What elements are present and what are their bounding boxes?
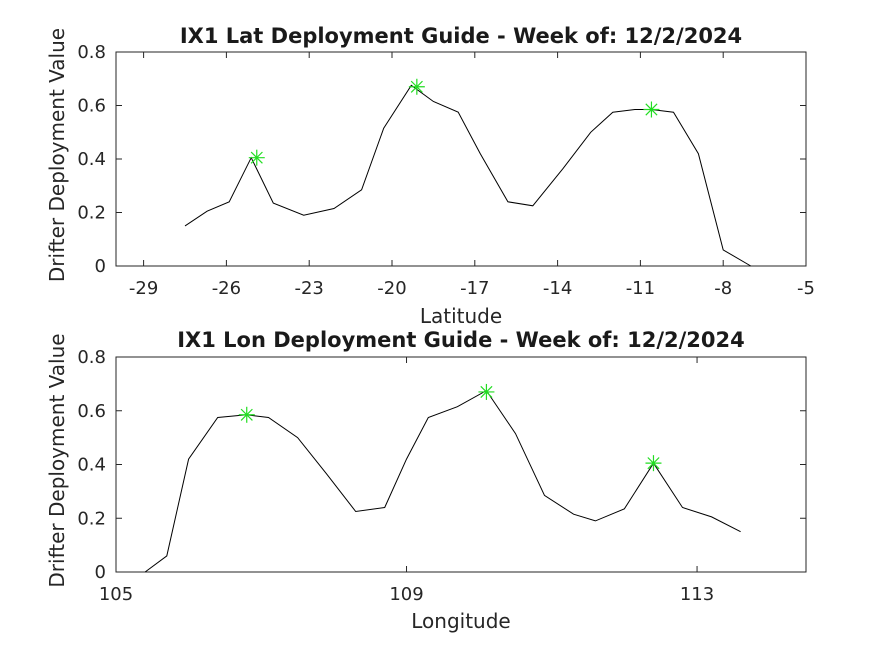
lat-y-tick-label: 0.6	[77, 96, 106, 117]
lon-plot: 105 109 113 0 0.2 0.4 0.6 0.8 IX1 Lon Deployment…	[45, 328, 807, 633]
lat-y-tick-label: 0.2	[77, 203, 106, 224]
lat-y-tick-label: 0.8	[77, 42, 106, 63]
lon-axes-frame	[115, 356, 807, 573]
lon-highlight-marker	[238, 406, 255, 423]
lat-highlight-marker	[643, 101, 660, 118]
lon-y-tick-label: 0.6	[77, 401, 106, 422]
lat-axes-frame	[115, 51, 807, 267]
lat-plot: -29 -26 -23 -20 -17 -14 -11 -8 -5 0 0.2 0.4 0.6 0.8 IX…	[45, 24, 815, 328]
lat-y-axis-label: Drifter Deployment Value	[45, 28, 69, 282]
lon-x-tick-label: 109	[389, 584, 423, 605]
lat-x-tick-label: -26	[212, 278, 241, 299]
lat-x-tick-label: -11	[626, 278, 655, 299]
lon-highlight-marker	[478, 383, 495, 400]
lon-highlight-marker	[645, 455, 662, 472]
lon-y-axis-label: Drifter Deployment Value	[45, 333, 69, 587]
lat-y-tick-label: 0	[95, 256, 106, 277]
lon-y-tick-label: 0.2	[77, 508, 106, 529]
lon-chart-title: IX1 Lon Deployment Guide - Week of: 12/2…	[177, 328, 745, 352]
lat-x-tick-label: -8	[714, 278, 732, 299]
lat-x-tick-label: -23	[294, 278, 323, 299]
lat-x-axis-label: Latitude	[420, 304, 502, 328]
lon-series-line	[144, 389, 741, 573]
lat-x-tick-label: -29	[129, 278, 158, 299]
lon-x-tick-label: 105	[99, 584, 133, 605]
lon-y-tick-label: 0.8	[77, 347, 106, 368]
lat-highlight-marker	[408, 78, 425, 95]
lon-x-tick-label: 113	[680, 584, 714, 605]
lat-highlight-marker	[248, 149, 265, 166]
lat-x-tick-label: -5	[797, 278, 815, 299]
lat-x-tick-label: -17	[460, 278, 489, 299]
lat-y-tick-label: 0.4	[77, 149, 106, 170]
lat-chart-title: IX1 Lat Deployment Guide - Week of: 12/2…	[180, 24, 742, 48]
lon-x-axis-label: Longitude	[411, 609, 510, 633]
lat-x-tick-label: -20	[377, 278, 406, 299]
lon-y-tick-label: 0.4	[77, 455, 106, 476]
lat-x-tick-label: -14	[543, 278, 572, 299]
lon-y-tick-label: 0	[95, 562, 106, 583]
